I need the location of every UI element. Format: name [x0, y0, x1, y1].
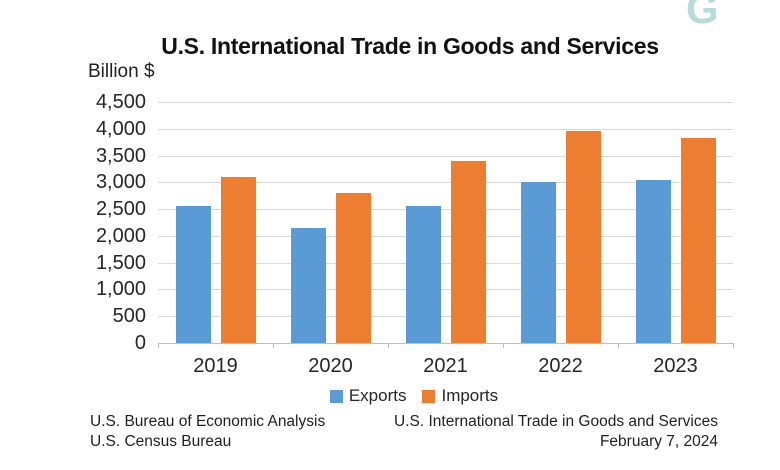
- x-axis-category-label: 2020: [308, 355, 353, 377]
- y-axis-tick-label: 2,000: [95, 224, 146, 247]
- x-axis-tick-mark: [618, 343, 619, 348]
- gridline: [158, 155, 733, 157]
- x-axis-tick-mark: [733, 343, 734, 348]
- legend: Exports Imports: [34, 386, 780, 406]
- logo-watermark-g-icon: G: [686, 0, 719, 32]
- legend-swatch-icon: [422, 389, 436, 403]
- exports-bar-2021: [405, 206, 441, 343]
- x-axis-category-label: 2022: [538, 355, 583, 377]
- release-note: U.S. International Trade in Goods and Se…: [318, 412, 718, 452]
- imports-bar-2020: [335, 193, 371, 343]
- source-attribution: U.S. Bureau of Economic Analysis U.S. Ce…: [90, 412, 325, 452]
- x-axis-tick-mark: [503, 343, 504, 348]
- imports-bar-2021: [450, 160, 486, 343]
- gridline: [158, 182, 733, 184]
- imports-bar-2022: [565, 131, 601, 343]
- source-line-1: U.S. Bureau of Economic Analysis: [90, 413, 326, 430]
- legend-swatch-icon: [329, 389, 343, 403]
- release-title: U.S. International Trade in Goods and Se…: [394, 413, 718, 430]
- gridline: [158, 128, 733, 130]
- gridline: [158, 316, 733, 318]
- y-axis-tick-label: 4,500: [95, 91, 146, 113]
- y-axis-unit-label: Billion $: [88, 61, 155, 82]
- x-axis-category-label: 2019: [193, 355, 238, 377]
- release-date: February 7, 2024: [599, 433, 718, 450]
- y-axis-tick-label: 500: [112, 305, 146, 328]
- y-axis-tick-label: 1,500: [95, 251, 146, 274]
- gridline: [158, 262, 733, 264]
- y-axis-tick-label: 2,500: [95, 198, 146, 221]
- y-axis-tick-label: 3,000: [95, 171, 146, 194]
- imports-bar-2023: [680, 138, 716, 343]
- x-axis-category-label: 2021: [423, 355, 468, 377]
- gridline: [158, 209, 733, 211]
- y-axis-tick-label: 3,500: [95, 144, 146, 167]
- gridline: [158, 289, 733, 291]
- x-axis-line: [158, 343, 733, 344]
- x-axis-tick-mark: [273, 343, 274, 348]
- exports-bar-2022: [520, 182, 556, 343]
- x-axis-tick-mark: [158, 343, 159, 348]
- legend-item-imports: Imports: [422, 386, 498, 406]
- x-axis-category-label: 2023: [653, 355, 698, 377]
- x-axis-tick-mark: [388, 343, 389, 348]
- legend-label: Imports: [441, 386, 499, 405]
- imports-bar-2019: [220, 176, 256, 343]
- exports-bar-2023: [635, 179, 671, 343]
- y-axis-tick-label: 0: [134, 332, 146, 354]
- chart-title: U.S. International Trade in Goods and Se…: [161, 33, 659, 59]
- exports-bar-2020: [290, 227, 326, 343]
- plot-area: [158, 102, 734, 348]
- gridline: [158, 102, 733, 103]
- legend-item-exports: Exports: [329, 386, 407, 406]
- source-line-2: U.S. Census Bureau: [90, 433, 232, 450]
- y-axis-tick-label: 1,000: [95, 278, 146, 301]
- exports-bar-2019: [175, 206, 211, 343]
- gridline: [158, 235, 733, 237]
- y-axis-tick-label: 4,000: [95, 117, 146, 140]
- legend-label: Exports: [348, 386, 407, 405]
